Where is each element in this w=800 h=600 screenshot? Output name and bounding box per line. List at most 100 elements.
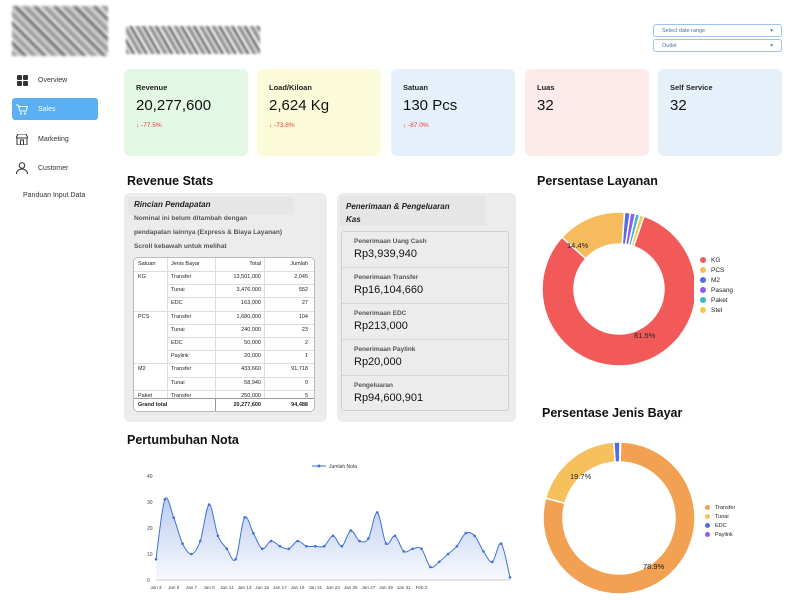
legend-item[interactable]: M2 bbox=[700, 275, 733, 285]
data-point bbox=[252, 531, 255, 535]
series-area bbox=[156, 497, 510, 580]
kpi-card-revenue: Revenue 20,277,600 ↓ -77.5% bbox=[124, 69, 248, 156]
x-tick-label: Jan 21 bbox=[308, 585, 322, 590]
table-row: Tunai 58,940 0 bbox=[134, 377, 314, 390]
data-point bbox=[154, 557, 158, 561]
table-cell: 1 bbox=[304, 353, 308, 360]
table-cell: Paket bbox=[138, 392, 153, 399]
table-cell: 27 bbox=[301, 300, 308, 307]
legend-item[interactable]: Transfer bbox=[705, 503, 735, 512]
kpi-value: 20,277,600 bbox=[136, 97, 212, 114]
legend-item[interactable]: Stel bbox=[700, 305, 733, 315]
legend-item[interactable]: EDC bbox=[705, 521, 735, 530]
table-cell: Paylink bbox=[171, 353, 189, 360]
kas-item-value: Rp20,000 bbox=[354, 356, 402, 368]
sidebar-item-sales[interactable]: Sales bbox=[12, 98, 98, 120]
data-point bbox=[446, 552, 450, 556]
kpi-value: 2,624 Kg bbox=[269, 97, 330, 114]
table-cell: Tunai bbox=[171, 287, 185, 294]
rincian-table[interactable]: Satuan Jenis Bayar Total Jumlah KG Transf… bbox=[133, 257, 315, 412]
table-cell: Transfer bbox=[171, 392, 192, 399]
kas-item-label: Penerimaan Uang Cash bbox=[354, 238, 427, 245]
table-cell: 20,000 bbox=[244, 353, 261, 360]
cart-icon bbox=[16, 103, 28, 115]
legend-item[interactable]: KG bbox=[700, 255, 733, 265]
sidebar-item-customer[interactable]: Customer bbox=[12, 157, 98, 179]
column-divider bbox=[264, 258, 265, 398]
outlet-select[interactable]: Outlet ▾ bbox=[653, 39, 782, 52]
legend-label: Tunai bbox=[715, 513, 729, 520]
row-divider bbox=[167, 323, 314, 325]
legend-item[interactable]: Tunai bbox=[705, 512, 735, 521]
column-divider bbox=[167, 258, 168, 398]
data-point bbox=[260, 547, 264, 551]
slice-percent-label: 81.5% bbox=[634, 331, 656, 340]
table-cell: 552 bbox=[298, 287, 308, 294]
data-point bbox=[269, 539, 273, 543]
sidebar-item-overview[interactable]: Overview bbox=[12, 69, 98, 91]
slice-transfer[interactable] bbox=[543, 442, 695, 594]
kas-list[interactable]: Penerimaan Uang Cash Rp3,939,940 Penerim… bbox=[341, 231, 509, 411]
data-point bbox=[198, 539, 202, 543]
date-range-select[interactable]: Select date range ▾ bbox=[653, 24, 782, 37]
header-cell: Satuan bbox=[138, 261, 156, 267]
table-cell: M2 bbox=[138, 366, 146, 373]
row-divider bbox=[134, 363, 314, 365]
jenis-bayar-donut-chart: 78.9% 19.7% bbox=[543, 442, 695, 594]
data-point bbox=[473, 534, 476, 538]
table-cell: 2 bbox=[304, 340, 308, 346]
data-point bbox=[305, 544, 308, 548]
row-divider bbox=[134, 271, 314, 272]
legend-swatch bbox=[700, 287, 706, 293]
kpi-change: ↓ -77.5% bbox=[136, 122, 162, 129]
data-point bbox=[163, 498, 167, 501]
kpi-label: Satuan bbox=[403, 83, 429, 92]
x-tick-label: Jan 19 bbox=[291, 585, 305, 590]
note-line: Scroll kebawah untuk melihat bbox=[134, 243, 227, 250]
table-cell: 240,000 bbox=[241, 326, 261, 333]
kas-item-value: Rp3,939,940 bbox=[354, 248, 417, 260]
sidebar-item-panduan[interactable]: Panduan Input Data bbox=[23, 192, 86, 199]
table-cell: 3,476,000 bbox=[236, 287, 261, 294]
kas-item-edc: Penerimaan EDC Rp213,000 bbox=[342, 304, 508, 340]
pertumbuhan-title: Pertumbuhan Nota bbox=[127, 433, 239, 447]
x-tick-label: Jan 23 bbox=[326, 585, 340, 590]
table-cell: KG bbox=[138, 274, 146, 280]
data-point bbox=[287, 547, 291, 551]
table-cell: 163,000 bbox=[241, 300, 261, 307]
legend-item[interactable]: Paylink bbox=[705, 530, 735, 539]
row-divider bbox=[167, 297, 314, 299]
legend-item[interactable]: PCS bbox=[700, 265, 733, 275]
kas-title: Penerimaan & Pengeluaran Kas bbox=[340, 196, 486, 226]
layanan-title: Persentase Layanan bbox=[537, 174, 658, 188]
data-point bbox=[482, 550, 485, 553]
column-divider bbox=[215, 398, 216, 411]
table-cell: EDC bbox=[171, 340, 183, 346]
data-point bbox=[296, 539, 299, 543]
x-tick-label: Jan 17 bbox=[273, 585, 287, 590]
legend-label: M2 bbox=[711, 276, 721, 284]
x-tick-label: Jan 5 bbox=[168, 585, 180, 590]
outlet-value: Outlet bbox=[662, 42, 677, 49]
y-tick-label: 10 bbox=[147, 552, 153, 558]
total-count: 94,488 bbox=[291, 402, 308, 408]
sidebar-item-marketing[interactable]: Marketing bbox=[12, 128, 98, 150]
slice-stel[interactable] bbox=[630, 213, 645, 248]
data-point bbox=[243, 516, 246, 519]
legend-item[interactable]: Pasang bbox=[700, 285, 733, 295]
legend-item[interactable]: Paket bbox=[700, 295, 733, 305]
data-point bbox=[349, 529, 352, 532]
row-divider bbox=[167, 350, 314, 352]
data-point bbox=[225, 547, 229, 551]
table-cell: 5 bbox=[304, 392, 308, 399]
kpi-label: Self Service bbox=[670, 83, 713, 92]
kpi-card-luas: Luas 32 bbox=[525, 69, 649, 156]
table-cell: 13,501,000 bbox=[233, 274, 261, 280]
table-row: KG Transfer 13,501,000 2,045 bbox=[134, 271, 314, 284]
table-row: PCS Transfer 1,680,000 104 bbox=[134, 311, 314, 324]
slice-paylink[interactable] bbox=[619, 442, 622, 463]
table-total-row: Grand total 20,277,600 94,488 bbox=[134, 398, 314, 411]
kpi-label: Load/Kiloan bbox=[269, 83, 312, 92]
sidebar-item-label: Overview bbox=[38, 76, 68, 84]
